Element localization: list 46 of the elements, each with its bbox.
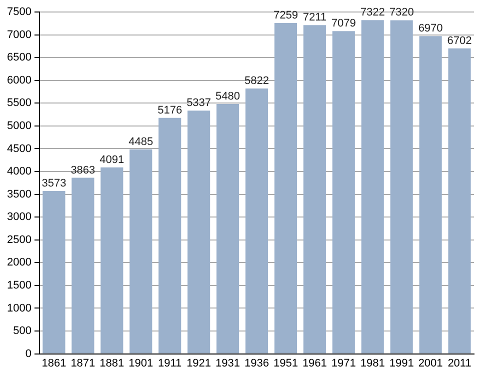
- data-label: 5176: [158, 104, 182, 116]
- y-tick-label: 6500: [6, 52, 32, 64]
- x-tick-label: 2001: [418, 357, 443, 370]
- data-label: 4091: [100, 154, 124, 166]
- data-label: 7211: [302, 12, 326, 24]
- y-tick-label: 3500: [6, 188, 32, 200]
- x-tick-label: 1911: [158, 357, 182, 370]
- data-label: 6702: [447, 34, 472, 47]
- data-label: 3863: [70, 164, 96, 176]
- data-label: 7320: [389, 6, 414, 19]
- y-tick-label: 500: [13, 325, 32, 338]
- x-tick-label: 2011: [448, 357, 472, 370]
- data-label: 7079: [331, 18, 356, 30]
- x-tick-label: 1871: [70, 357, 96, 370]
- data-label: 5337: [186, 97, 212, 110]
- x-tick-label: 1901: [128, 357, 154, 370]
- x-tick-label: 1921: [186, 357, 212, 370]
- data-label: 7322: [360, 6, 385, 19]
- y-tick-label: 1500: [6, 279, 32, 292]
- y-tick-label: 7500: [6, 6, 32, 18]
- x-tick-label: 1936: [244, 357, 269, 370]
- y-tick-label: 1000: [6, 302, 32, 314]
- data-label: 7259: [273, 10, 298, 22]
- y-tick-label: 7000: [6, 28, 32, 41]
- y-tick-label: 5000: [6, 120, 32, 132]
- y-tick-label: 4000: [6, 166, 32, 178]
- x-tick-label: 1981: [360, 357, 385, 370]
- y-tick-label: 2500: [6, 234, 32, 246]
- y-tick-label: 4500: [6, 142, 32, 155]
- x-tick-label: 1861: [42, 357, 66, 370]
- x-tick-label: 1961: [302, 357, 327, 370]
- data-label: 4485: [128, 136, 154, 148]
- x-tick-label: 1931: [216, 357, 240, 370]
- x-tick-label: 1971: [331, 357, 356, 370]
- x-tick-label: 1951: [273, 357, 298, 370]
- x-tick-label: 1881: [100, 357, 124, 370]
- y-tick-label: 6000: [6, 74, 32, 86]
- x-tick-label: 1991: [389, 357, 414, 370]
- y-tick-label: 3000: [6, 211, 32, 224]
- data-label: 3573: [42, 178, 66, 190]
- y-tick-label: 2000: [6, 256, 32, 269]
- data-label: 6970: [418, 22, 443, 35]
- y-tick-label: 0: [25, 348, 32, 360]
- data-label: 5822: [244, 75, 269, 88]
- data-label: 5480: [216, 90, 240, 103]
- y-tick-label: 5500: [6, 97, 32, 110]
